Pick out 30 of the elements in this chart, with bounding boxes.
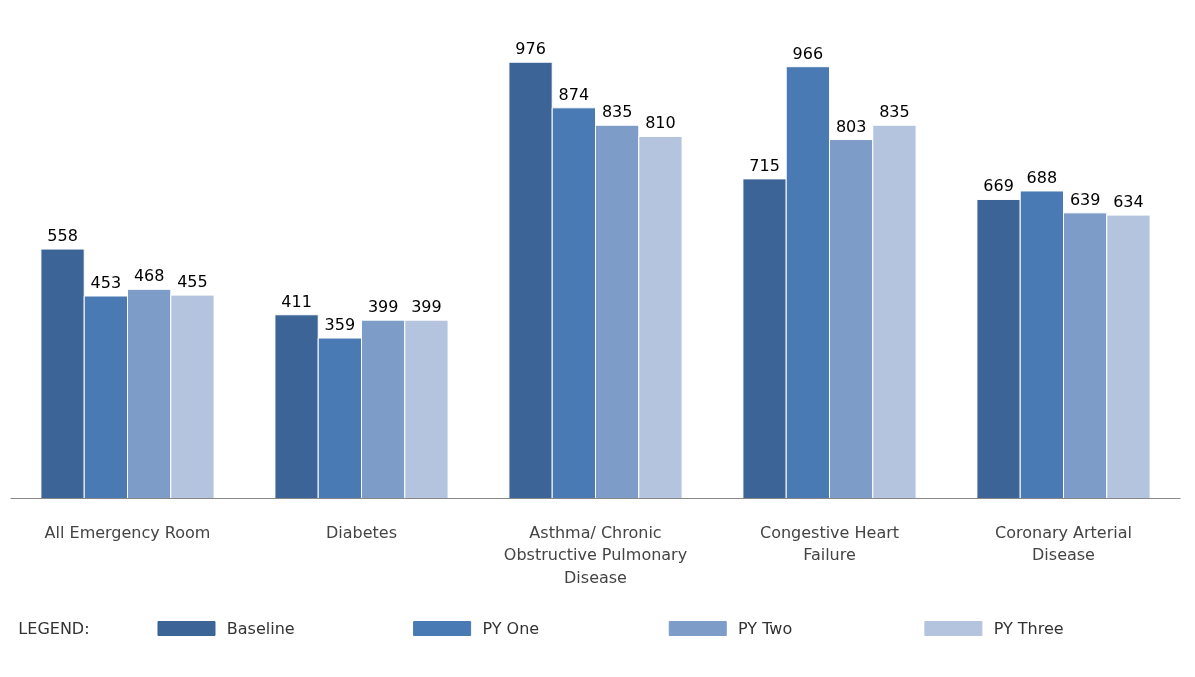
data-label: 966 [792,43,824,63]
data-label: 669 [983,176,1014,196]
data-label: 835 [879,102,910,122]
data-label: 468 [133,266,165,286]
legend-label: PY One [482,619,540,638]
legend-label: PY Three [993,619,1064,638]
data-label: 359 [324,315,356,335]
data-label: 455 [177,272,208,292]
data-label: 976 [515,39,546,59]
data-label: 835 [601,102,633,122]
data-label: 453 [90,273,122,292]
legend-label: PY Two [738,619,793,638]
data-label: 803 [835,116,867,136]
legend-label: Baseline [226,619,295,638]
x-tick-label: All Emergency Room [44,522,211,542]
x-tick-label: Congestive Heart Failure [759,522,900,565]
data-label: 411 [281,291,312,311]
data-label: 634 [1113,192,1144,212]
data-label: 399 [411,297,442,317]
data-label: 558 [47,226,78,246]
legend-title: LEGEND: [18,619,90,638]
x-tick-label: Asthma/ Chronic Obstructive Pulmonary Disease [503,522,688,588]
x-tick-label: Diabetes [325,522,398,542]
data-label: 715 [749,155,780,175]
data-label: 639 [1069,189,1101,209]
data-label: 874 [558,84,590,104]
data-label: 810 [645,113,676,133]
x-tick-label: Coronary Arterial Disease [995,522,1132,565]
data-label: 688 [1026,167,1058,187]
data-label: 399 [367,297,399,317]
